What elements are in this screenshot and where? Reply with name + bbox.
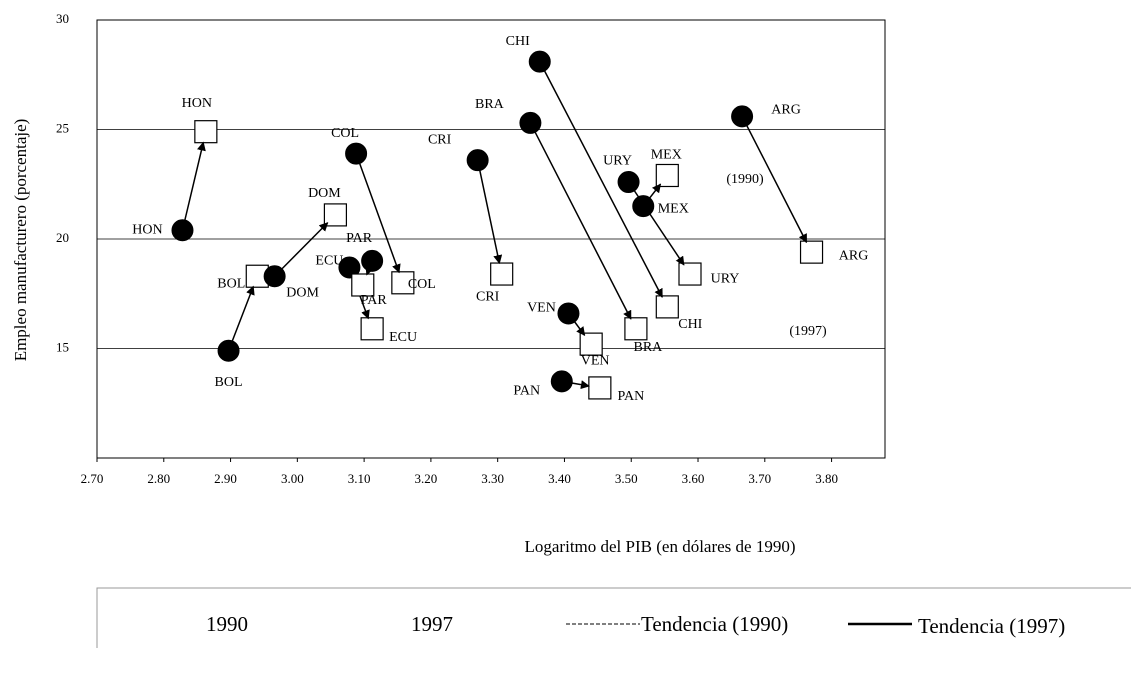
x-tick-label: 3.70 [748, 471, 771, 486]
x-tick-label: 2.80 [147, 471, 170, 486]
marker-circle [466, 149, 489, 172]
point-label: CRI [428, 132, 452, 147]
marker-circle [171, 219, 194, 242]
x-tick-label: 3.50 [615, 471, 638, 486]
point-label: HON [132, 222, 162, 237]
marker-circle [617, 171, 640, 194]
y-tick-label: 20 [56, 230, 69, 245]
point-label: BOL [215, 375, 243, 390]
point-label: PAR [346, 231, 373, 246]
x-axis-label: Logaritmo del PIB (en dólares de 1990) [525, 537, 796, 556]
marker-square [655, 163, 679, 188]
marker-circle [557, 302, 580, 325]
marker-square [323, 203, 348, 227]
point-label: CHI [678, 317, 702, 332]
x-tick-label: 3.00 [281, 471, 304, 486]
arrow [648, 183, 662, 199]
marker-circle [550, 370, 573, 393]
arrow [543, 70, 663, 298]
marker-circle [632, 195, 655, 218]
point-label: VEN [527, 301, 556, 316]
x-tick-label: 3.80 [815, 471, 838, 486]
arrow [571, 380, 590, 390]
legend-label: 1997 [411, 612, 453, 636]
x-tick-label: 2.90 [214, 471, 237, 486]
legend-label: Tendencia (1990) [641, 612, 788, 636]
point-label: ECU [389, 330, 417, 345]
point-label: COL [408, 277, 436, 292]
x-tick-label: 3.10 [348, 471, 371, 486]
arrow [231, 285, 255, 342]
point-label: COL [331, 126, 359, 141]
x-tick-label: 2.70 [81, 471, 104, 486]
marker-square [194, 120, 218, 144]
point-label: DOM [286, 285, 319, 300]
marker-square [351, 273, 375, 297]
annotation: (1997) [789, 324, 827, 339]
point-label: PAN [617, 389, 644, 404]
marker-circle [519, 111, 542, 134]
point-label: HON [182, 96, 212, 111]
marker-square [490, 262, 514, 286]
x-tick-label: 3.30 [481, 471, 504, 486]
marker-circle [528, 50, 551, 73]
point-label: ARG [839, 248, 869, 263]
x-tick-label: 3.20 [415, 471, 438, 486]
arrow [745, 124, 808, 244]
marker-square [588, 376, 612, 400]
point-label: URY [603, 153, 632, 168]
arrow [365, 265, 374, 276]
point-label: URY [711, 271, 740, 286]
arrow [573, 321, 586, 337]
y-axis-label: Empleo manufacturero (porcentaje) [11, 119, 30, 362]
marker-square [655, 295, 679, 319]
arrow [358, 162, 401, 274]
point-label: BRA [475, 97, 505, 112]
marker-circle [731, 105, 754, 128]
point-label: BRA [634, 340, 664, 355]
annotation: (1990) [726, 172, 764, 187]
point-label: BOL [217, 276, 245, 291]
marker-circle [217, 339, 240, 362]
point-label: CRI [476, 289, 500, 304]
marker-circle [345, 142, 368, 165]
point-label: MEX [658, 201, 689, 216]
point-label: DOM [308, 186, 341, 201]
legend-label: Tendencia (1997) [918, 614, 1065, 638]
marker-circle [338, 256, 361, 279]
point-label: CHI [506, 34, 530, 49]
legend-frame [96, 587, 1131, 648]
point-label: ARG [771, 103, 801, 118]
marker-square [579, 332, 603, 356]
marker-square [624, 317, 648, 341]
x-tick-label: 3.40 [548, 471, 571, 486]
marker-square [391, 271, 415, 295]
y-tick-label: 30 [56, 11, 69, 26]
point-label: PAR [361, 293, 388, 308]
arrow [281, 222, 329, 270]
point-label: MEX [651, 148, 682, 163]
point-label: ECU [315, 254, 343, 269]
x-tick-label: 3.60 [682, 471, 705, 486]
arrow [478, 169, 503, 265]
marker-square [678, 262, 702, 286]
marker-square [799, 240, 824, 264]
y-tick-label: 25 [56, 120, 69, 135]
point-label: PAN [513, 384, 540, 399]
marker-circle [263, 265, 286, 288]
marker-circle [361, 249, 384, 272]
marker-square [360, 317, 384, 341]
point-label: VEN [581, 353, 610, 368]
arrow [534, 131, 632, 320]
legend-label: 1990 [206, 612, 248, 636]
y-tick-label: 15 [56, 339, 69, 354]
arrow [184, 141, 206, 221]
